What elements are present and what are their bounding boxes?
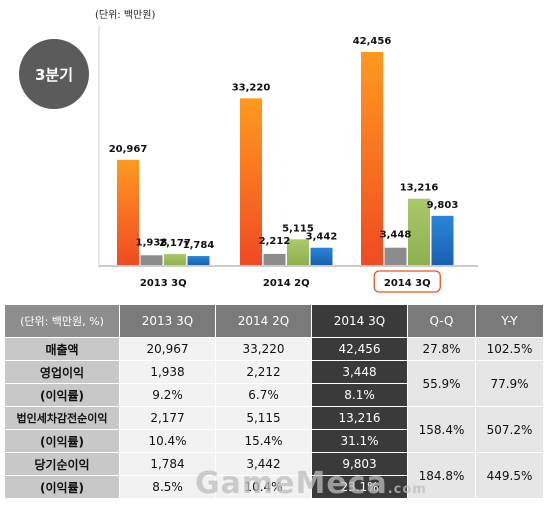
table-header-unit: (단위: 백만원, %) [4,304,120,338]
unit-label: (단위: 백만원) [95,10,156,21]
data-label: 9,803 [427,200,459,211]
table-cell: 42,456 [311,337,408,361]
data-label: 1,938 [136,237,168,248]
table-cell: 9.2% [119,383,216,407]
row-label-margin: (이익률) [4,429,120,453]
table-cell: 8.5% [119,475,216,499]
bar-net-income [187,256,210,265]
table-cell-qq: 55.9% [407,360,476,407]
table-cell: 10.4% [215,475,312,499]
table-cell-yy: 102.5% [475,337,544,361]
bar-revenue [117,159,139,265]
table-cell: 1,784 [119,452,216,476]
data-label: 5,115 [282,223,314,234]
table-row: (이익률) 9.2% 6.7% 8.1% [4,383,544,407]
row-label-net-income: 당기순이익 [4,452,120,476]
bar-net-income [310,247,333,265]
bar-pretax-income [408,198,430,265]
table-cell-qq: 27.8% [407,337,476,361]
data-label: 2,212 [259,236,291,247]
table-cell: 8.1% [311,383,408,407]
row-label-pretax-income: 법인세차감전순이익 [4,406,120,430]
bar-operating-profit [263,253,286,265]
table-row: (이익률) 8.5% 10.4% 23.1% [4,475,544,499]
table-cell: 5,115 [215,406,312,430]
row-label-operating-profit: 영업이익 [4,360,120,384]
row-label-margin: (이익률) [4,383,120,407]
table-cell: 6.7% [215,383,312,407]
category-label: 2014 3Q [384,278,431,289]
table-row: 매출액 20,967 33,220 42,456 27.8% 102.5% [4,337,544,361]
data-label: 20,967 [109,144,148,155]
table-header-2014-3q: 2014 3Q [311,304,408,338]
table-cell: 3,448 [311,360,408,384]
quarter-badge: 3분기 [19,39,89,109]
category-label: 2014 2Q [263,278,310,289]
data-label: 33,220 [232,82,271,93]
table-row: 영업이익 1,938 2,212 3,448 55.9% 77.9% [4,360,544,407]
bar-net-income [431,215,454,265]
bar-revenue [361,52,383,265]
table-cell-yy: 507.2% [475,406,544,453]
table-cell: 10.4% [119,429,216,453]
table-row: 법인세차감전순이익 2,177 5,115 13,216 158.4% 507.… [4,406,544,453]
data-label: 13,216 [400,183,439,194]
row-label-revenue: 매출액 [4,337,120,361]
highlight-box [373,270,441,293]
table-cell: 23.1% [311,475,408,499]
data-label: 42,456 [353,36,392,47]
table-cell-yy: 449.5% [475,452,544,499]
table-cell: 9,803 [311,452,408,476]
table-cell-qq: 158.4% [407,406,476,453]
table-cell: 33,220 [215,337,312,361]
table-cell: 20,967 [119,337,216,361]
bar-operating-profit [384,247,407,265]
table-cell: 13,216 [311,406,408,430]
bar-operating-profit [140,255,163,265]
bar-pretax-income [164,254,186,265]
table-cell: 31.1% [311,429,408,453]
table-cell: 3,442 [215,452,312,476]
data-label: 3,442 [306,232,338,243]
table-cell: 15.4% [215,429,312,453]
bar-chart: 20,9671,9382,1771,78433,2202,2125,1153,4… [98,25,478,293]
watermark-logo: GameMeca.com [195,466,427,501]
table-cell: 2,177 [119,406,216,430]
financial-table: (단위: 백만원, %) 2013 3Q 2014 2Q 2014 3Q Q-Q… [4,304,544,499]
table-row: 당기순이익 1,784 3,442 9,803 184.8% 449.5% [4,452,544,499]
table-header-2014-2q: 2014 2Q [215,304,312,338]
table-cell-yy: 77.9% [475,360,544,407]
table-cell: 1,938 [119,360,216,384]
table-header-2013-3q: 2013 3Q [119,304,216,338]
table-cell: 2,212 [215,360,312,384]
bar-pretax-income [287,239,309,265]
table-header-yy: Y-Y [475,304,544,338]
table-header-row: (단위: 백만원, %) 2013 3Q 2014 2Q 2014 3Q Q-Q… [4,304,544,338]
table-header-qq: Q-Q [407,304,476,338]
category-label: 2013 3Q [140,278,187,289]
table-row: (이익률) 10.4% 15.4% 31.1% [4,429,544,453]
row-label-margin: (이익률) [4,475,120,499]
data-label: 3,448 [380,230,412,241]
data-label: 1,784 [183,240,215,251]
data-label: 2,177 [159,238,191,249]
bar-revenue [240,98,262,265]
